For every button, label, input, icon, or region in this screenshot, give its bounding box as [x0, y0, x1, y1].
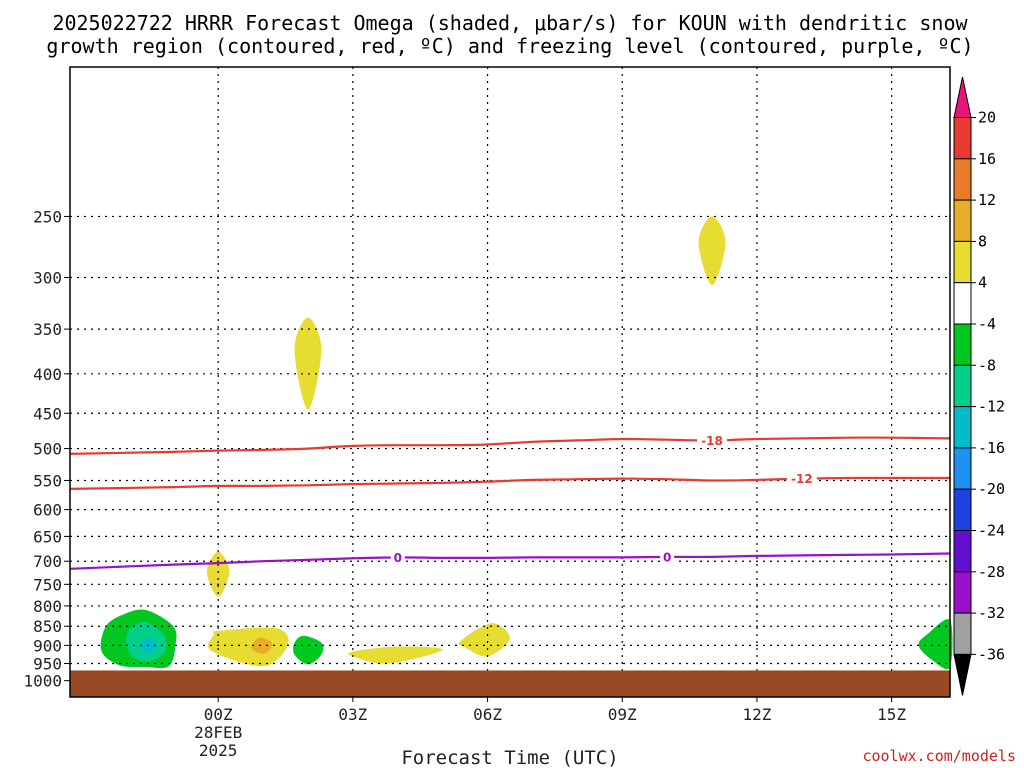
contour-line	[69, 436, 951, 455]
colorbar-bin	[953, 571, 972, 614]
contour-line	[69, 552, 951, 570]
y-tick-label: 1000	[23, 672, 62, 691]
ground-layer	[70, 670, 950, 697]
x-tick-label: 03Z	[338, 705, 367, 724]
plot-frame	[69, 66, 951, 698]
omega-region	[293, 635, 324, 665]
y-tick-label: 850	[33, 617, 62, 636]
colorbar-tick-label: 12	[978, 191, 996, 209]
contour-label: -18	[701, 434, 723, 448]
colorbar-bin	[953, 158, 972, 201]
colorbar-bin	[953, 199, 972, 242]
colorbar-tick-label: -28	[978, 563, 1005, 581]
omega-shading-layer	[100, 216, 953, 670]
colorbar-tick-label: 20	[978, 109, 996, 127]
omega-region	[294, 317, 322, 410]
gridlines	[70, 67, 950, 671]
colorbar-bin	[953, 612, 972, 655]
omega-region	[208, 627, 289, 667]
colorbar-bin	[953, 117, 972, 160]
colorbar-bin	[953, 488, 972, 532]
x-tick-sublabel: 2025	[199, 741, 238, 760]
colorbar-tick-label: -12	[978, 398, 1005, 416]
y-tick-label: 300	[33, 268, 62, 287]
colorbar-tick-label: 4	[978, 274, 987, 292]
y-axis: 2503003504004505005506006507007508008509…	[23, 207, 70, 691]
y-tick-label: 800	[33, 597, 62, 616]
x-tick-label: 06Z	[473, 705, 502, 724]
colorbar-bin	[953, 282, 972, 325]
colorbar-tick-label: -24	[978, 522, 1005, 540]
y-tick-label: 750	[33, 575, 62, 594]
colorbar-bin	[953, 364, 972, 408]
omega-region	[918, 619, 953, 670]
contour-label-bg	[697, 433, 728, 448]
omega-region	[251, 637, 273, 654]
omega-region	[347, 646, 443, 664]
contour-label: 0	[394, 551, 402, 565]
y-tick-label: 550	[33, 471, 62, 490]
y-tick-label: 350	[33, 320, 62, 339]
x-tick-label: 09Z	[608, 705, 637, 724]
colorbar-tick-label: 16	[978, 150, 996, 168]
colorbar-tick-label: 8	[978, 232, 987, 250]
colorbar-tick-label: -4	[978, 315, 996, 333]
contour-label: -12	[791, 472, 813, 486]
y-tick-label: 250	[33, 207, 62, 226]
source-credit: coolwx.com/models	[862, 747, 1016, 765]
y-tick-label: 400	[33, 365, 62, 384]
colorbar-bin	[953, 406, 972, 449]
y-tick-label: 500	[33, 440, 62, 459]
colorbar-bin	[953, 530, 972, 573]
x-tick-label: 00Z	[204, 705, 233, 724]
omega-region	[458, 623, 511, 657]
contour-layer: -18 -12 0 0	[69, 433, 951, 570]
colorbar-top-triangle	[953, 76, 972, 118]
contour-label: 0	[663, 550, 671, 564]
colorbar-bin	[953, 323, 972, 366]
colorbar-tick-label: -16	[978, 439, 1005, 457]
y-tick-label: 450	[33, 404, 62, 423]
x-tick-label: 12Z	[742, 705, 771, 724]
colorbar-tick-label: -36	[978, 645, 1005, 663]
ground-fill	[70, 670, 950, 697]
y-tick-label: 600	[33, 501, 62, 520]
omega-colorbar: 20 16 12 8 4 -4 -8 -12 -16 -20 -24 -28 -32 -36	[953, 76, 1005, 696]
y-tick-label: 650	[33, 527, 62, 546]
colorbar-tick-label: -8	[978, 356, 996, 374]
colorbar-tick-label: -20	[978, 480, 1005, 498]
omega-region	[698, 216, 726, 286]
chart-title-line-1: 2025022722 HRRR Forecast Omega (shaded, …	[52, 11, 968, 35]
colorbar-bin	[953, 447, 972, 490]
x-tick-label: 15Z	[877, 705, 906, 724]
x-axis-label: Forecast Time (UTC)	[401, 747, 618, 768]
colorbar-bin	[953, 240, 972, 284]
chart-title-line-2: growth region (contoured, red, ºC) and f…	[46, 34, 973, 58]
contour-line	[69, 476, 950, 490]
x-tick-sublabel: 28FEB	[194, 723, 242, 742]
contour-label-bg	[786, 471, 817, 486]
y-tick-label: 900	[33, 636, 62, 655]
y-tick-label: 700	[33, 552, 62, 571]
contour-label-bg	[660, 549, 675, 564]
contour-label-bg	[390, 550, 405, 565]
y-tick-label: 950	[33, 654, 62, 673]
colorbar-tick-label: -32	[978, 604, 1005, 622]
colorbar-bottom-triangle	[953, 653, 972, 696]
